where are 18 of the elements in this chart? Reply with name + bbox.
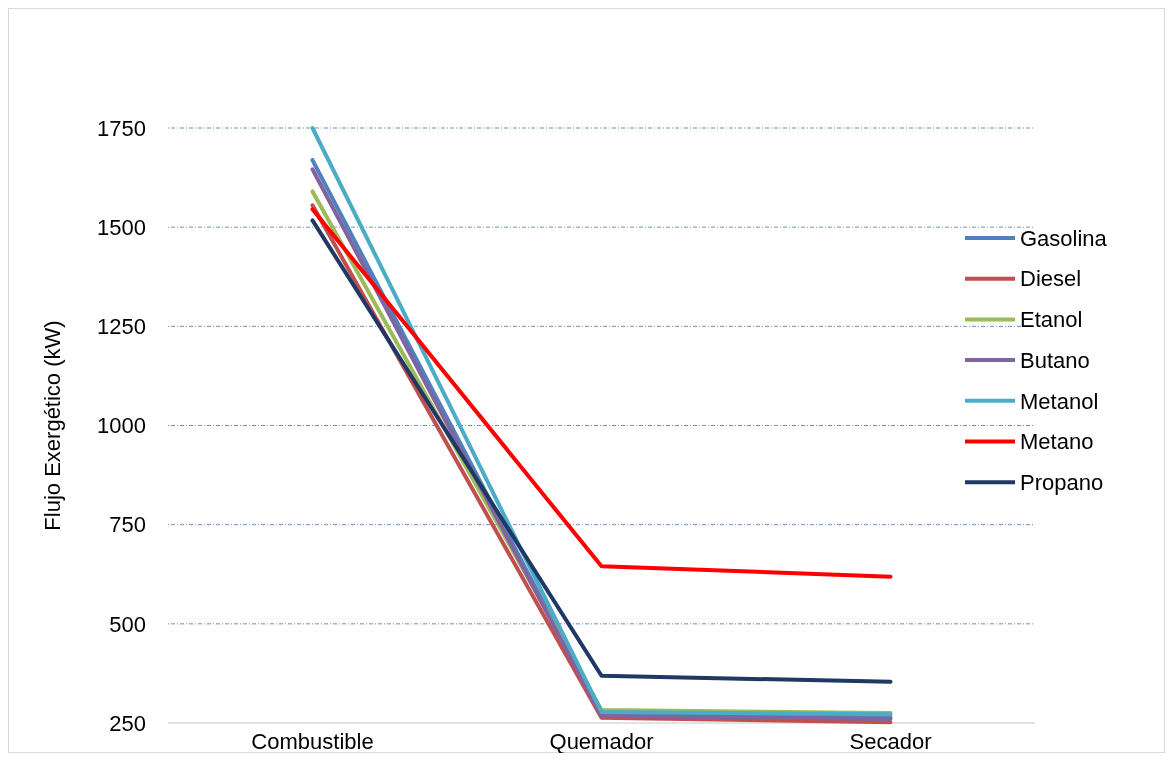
legend-label: Propano [1020, 469, 1104, 495]
y-tick-label: 500 [109, 611, 146, 637]
x-tick-label: Quemador [549, 729, 654, 754]
x-tick-label: Secador [849, 729, 932, 754]
y-tick-label: 750 [109, 512, 146, 538]
y-axis-title: Flujo Exergético (kW) [40, 320, 65, 531]
legend-label: Gasolina [1020, 225, 1108, 251]
y-tick-label: 1750 [97, 115, 146, 141]
x-tick-label: Combustible [251, 729, 374, 754]
legend-label: Butano [1020, 347, 1090, 373]
legend-label: Etanol [1020, 307, 1083, 333]
y-tick-label: 1250 [97, 314, 146, 340]
y-tick-label: 1000 [97, 413, 146, 439]
y-tick-label: 250 [109, 710, 146, 736]
legend-label: Metanol [1020, 388, 1099, 414]
legend-label: Metano [1020, 429, 1094, 455]
y-tick-label: 1500 [97, 214, 146, 240]
legend-label: Diesel [1020, 266, 1082, 292]
